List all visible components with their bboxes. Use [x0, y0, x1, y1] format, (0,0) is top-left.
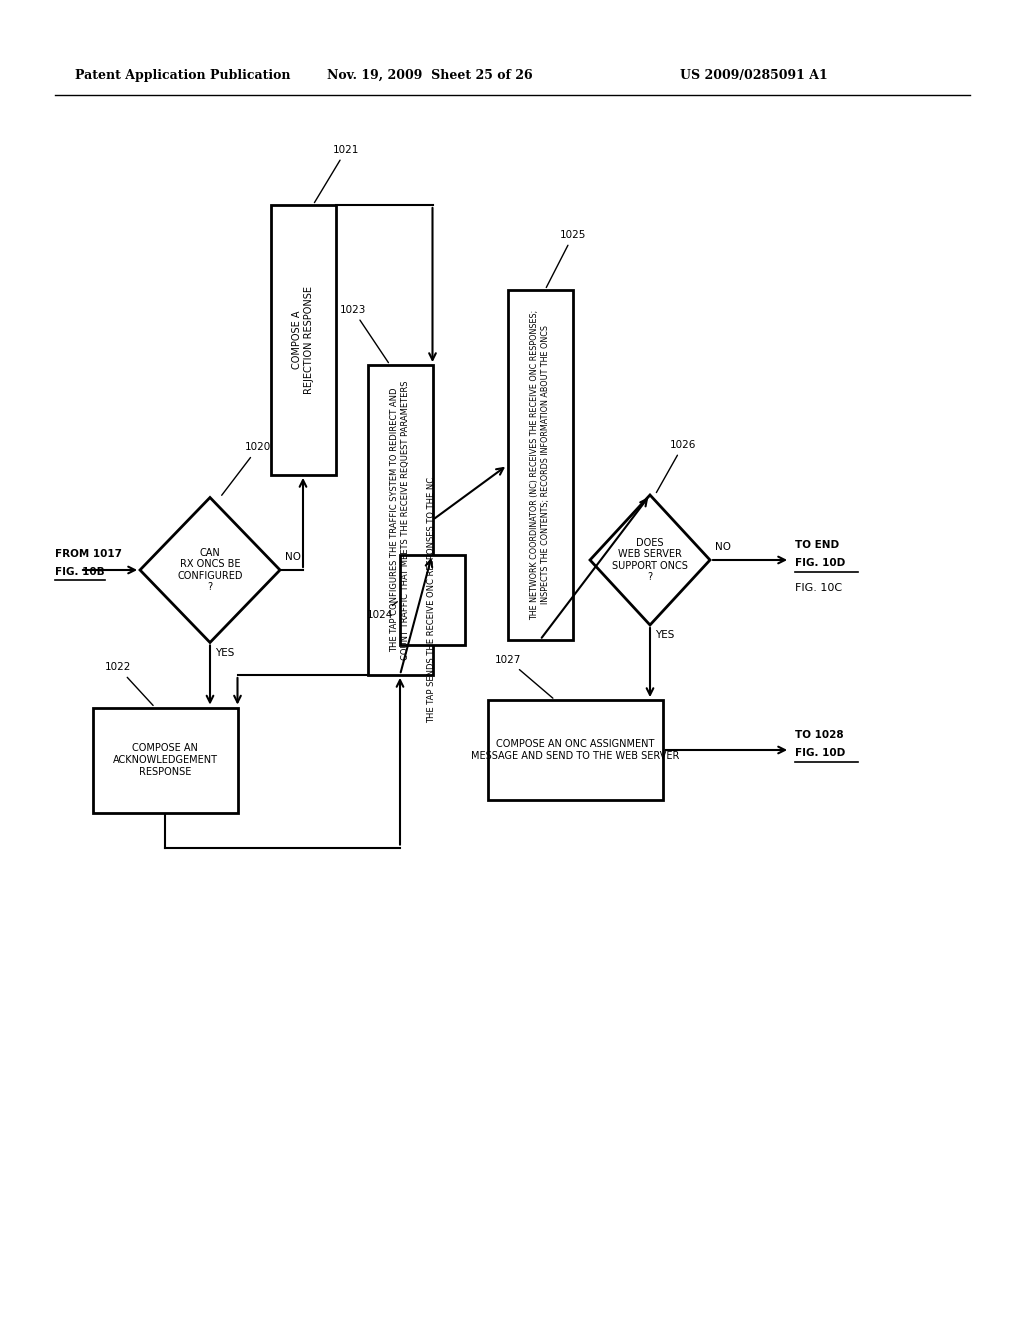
- Text: THE TAP CONFIGURES THE TRAFFIC SYSTEM TO REDIRECT AND
COUNT TRAFFIC THAT MEETS T: THE TAP CONFIGURES THE TRAFFIC SYSTEM TO…: [390, 380, 410, 660]
- Text: COMPOSE AN ONC ASSIGNMENT
MESSAGE AND SEND TO THE WEB SERVER: COMPOSE AN ONC ASSIGNMENT MESSAGE AND SE…: [471, 739, 679, 760]
- Polygon shape: [140, 498, 280, 643]
- Text: COMPOSE A
REJECTION RESPONSE: COMPOSE A REJECTION RESPONSE: [292, 286, 313, 393]
- Text: 1027: 1027: [495, 655, 553, 698]
- Text: 1024: 1024: [367, 602, 397, 620]
- Bar: [368, 366, 432, 675]
- Bar: [270, 205, 336, 475]
- Bar: [92, 708, 238, 813]
- Bar: [508, 290, 572, 640]
- Text: DOES
WEB SERVER
SUPPORT ONCS
?: DOES WEB SERVER SUPPORT ONCS ?: [612, 537, 688, 582]
- Text: COMPOSE AN
ACKNOWLEDGEMENT
RESPONSE: COMPOSE AN ACKNOWLEDGEMENT RESPONSE: [113, 743, 217, 776]
- Text: FIG. 10D: FIG. 10D: [795, 748, 845, 758]
- Bar: [399, 554, 465, 645]
- Polygon shape: [590, 495, 710, 624]
- Text: 1020: 1020: [221, 442, 271, 495]
- Text: CAN
RX ONCS BE
CONFIGURED
?: CAN RX ONCS BE CONFIGURED ?: [177, 548, 243, 593]
- Text: NO: NO: [715, 543, 731, 552]
- Text: THE TAP SENDS THE RECEIVE ONC RESPONSES TO THE NC: THE TAP SENDS THE RECEIVE ONC RESPONSES …: [427, 477, 436, 723]
- Text: Patent Application Publication: Patent Application Publication: [75, 69, 291, 82]
- Text: FROM 1017: FROM 1017: [55, 549, 122, 558]
- Text: FIG. 10C: FIG. 10C: [795, 583, 842, 593]
- Text: 1026: 1026: [656, 440, 696, 492]
- Text: 1022: 1022: [105, 663, 154, 705]
- Text: 1023: 1023: [340, 305, 388, 363]
- Text: YES: YES: [655, 630, 675, 640]
- Text: US 2009/0285091 A1: US 2009/0285091 A1: [680, 69, 827, 82]
- Text: FIG. 10B: FIG. 10B: [55, 568, 104, 577]
- Text: TO 1028: TO 1028: [795, 730, 844, 741]
- Text: 1025: 1025: [546, 230, 587, 288]
- Bar: [487, 700, 663, 800]
- Text: FIG. 10D: FIG. 10D: [795, 558, 845, 568]
- Text: Nov. 19, 2009  Sheet 25 of 26: Nov. 19, 2009 Sheet 25 of 26: [328, 69, 532, 82]
- Text: 1021: 1021: [314, 145, 359, 203]
- Text: THE NETWORK COORDINATOR (NC) RECEIVES THE RECEIVE ONC RESPONSES;
INSPECTS THE CO: THE NETWORK COORDINATOR (NC) RECEIVES TH…: [530, 310, 550, 620]
- Text: NO: NO: [285, 552, 301, 562]
- Text: TO END: TO END: [795, 540, 839, 550]
- Text: YES: YES: [215, 648, 234, 657]
